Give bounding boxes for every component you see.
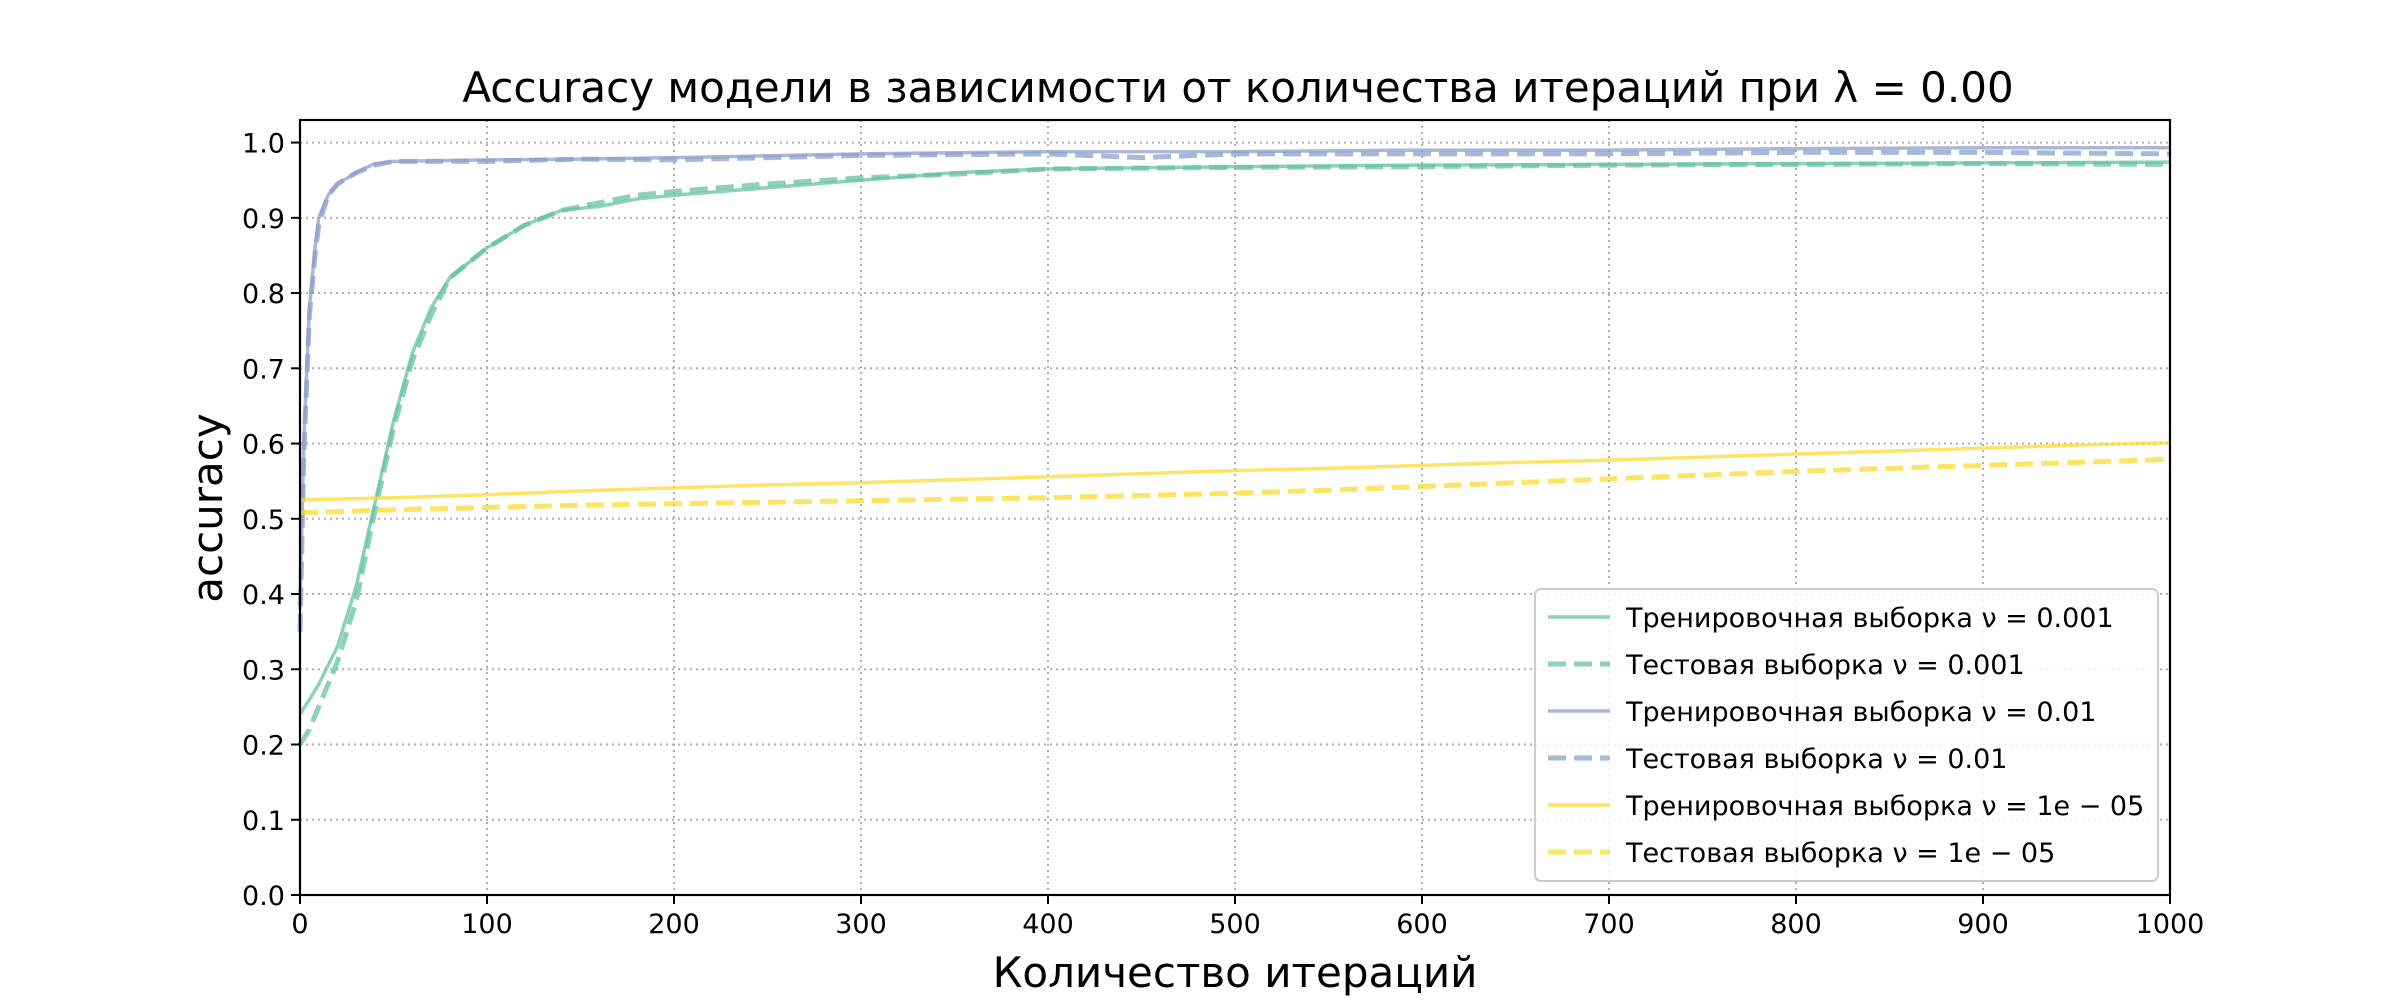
series-lines xyxy=(297,146,2171,746)
x-tick-label: 300 xyxy=(835,909,887,940)
x-tick-label: 200 xyxy=(648,909,700,940)
x-tick-label: 0 xyxy=(291,909,308,940)
y-tick-label: 0.6 xyxy=(242,430,285,461)
y-tick-label: 1.0 xyxy=(242,129,285,160)
y-tick-label: 0.0 xyxy=(242,881,285,912)
x-axis-label: Количество итераций xyxy=(993,948,1478,997)
legend-label-6: Тестовая выборка ν = 1e − 05 xyxy=(1625,838,2055,869)
x-tick-label: 600 xyxy=(1396,909,1448,940)
y-tick-label: 0.4 xyxy=(242,580,285,611)
x-tick-label: 400 xyxy=(1022,909,1074,940)
legend-label-5: Тренировочная выборка ν = 1e − 05 xyxy=(1625,791,2144,822)
series-line-2 xyxy=(297,161,2171,746)
legend-box xyxy=(1534,588,2159,882)
x-tick-label: 1000 xyxy=(2136,909,2205,940)
y-tick-label: 0.7 xyxy=(242,354,285,385)
axis-ticks: 0 100 200 300 400 500 600 700 800 900 1000 0.0 0.1 0.… xyxy=(242,129,2204,940)
x-tick-label: 500 xyxy=(1209,909,1261,940)
legend-label-4: Тестовая выборка ν = 0.01 xyxy=(1625,744,2007,775)
legend-label-1: Тренировочная выборка ν = 0.001 xyxy=(1625,603,2114,634)
series-line-4 xyxy=(297,149,2171,632)
y-axis-label: accuracy xyxy=(183,413,232,603)
series-line-5 xyxy=(299,441,2171,502)
y-tick-label: 0.5 xyxy=(242,505,285,536)
legend-label-2: Тестовая выборка ν = 0.001 xyxy=(1625,650,2025,681)
y-tick-label: 0.9 xyxy=(242,204,285,235)
x-tick-label: 700 xyxy=(1583,909,1635,940)
y-tick-label: 0.1 xyxy=(242,806,285,837)
chart-title: Accuracy модели в зависимости от количес… xyxy=(462,63,2013,112)
x-tick-label: 100 xyxy=(461,909,513,940)
x-tick-label: 800 xyxy=(1770,909,1822,940)
legend-label-3: Тренировочная выборка ν = 0.01 xyxy=(1625,697,2096,728)
y-tick-label: 0.3 xyxy=(242,655,285,686)
y-tick-label: 0.8 xyxy=(242,279,285,310)
x-tick-label: 900 xyxy=(1957,909,2009,940)
y-tick-label: 0.2 xyxy=(242,731,285,762)
legend: Тренировочная выборка ν = 0.001 Тестовая … xyxy=(1534,588,2159,882)
